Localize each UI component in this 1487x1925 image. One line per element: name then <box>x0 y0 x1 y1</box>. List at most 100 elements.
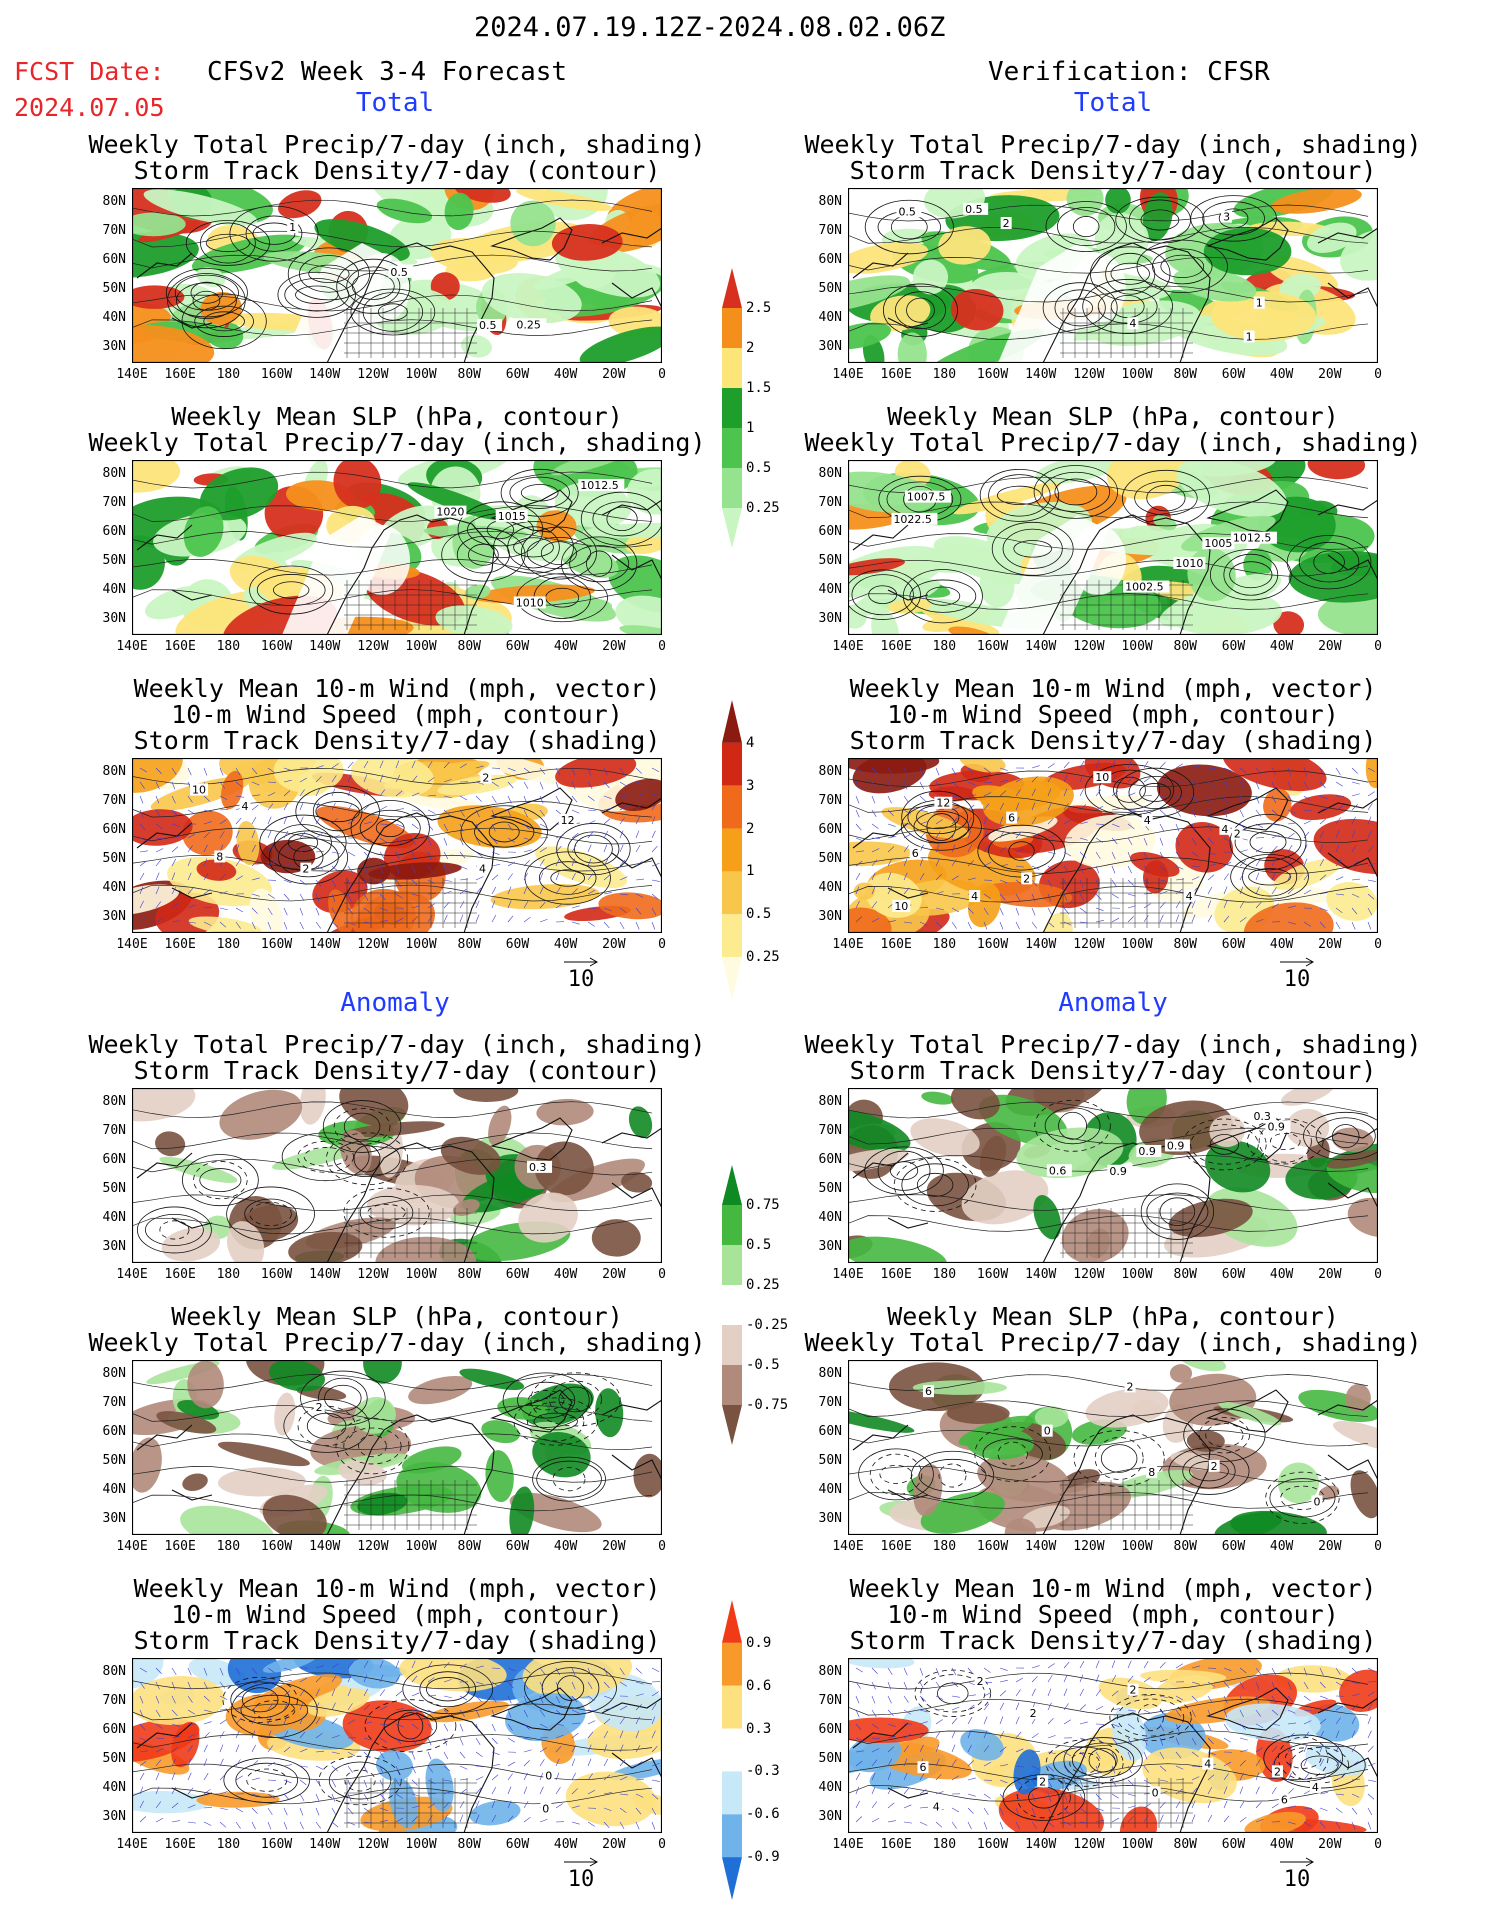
lon-label: 60W <box>1221 639 1246 654</box>
contour-label: 1 <box>287 221 299 234</box>
lon-label: 40W <box>553 1267 578 1282</box>
lat-label: 40N <box>102 1482 126 1497</box>
lat-label: 30N <box>818 339 842 354</box>
contour-label: 0.5 <box>896 205 922 218</box>
lon-label: 20W <box>1318 1539 1342 1554</box>
lon-label: 160E <box>164 367 196 382</box>
svg-text:0.5: 0.5 <box>479 319 497 332</box>
lat-label: 50N <box>818 851 842 866</box>
lon-label: 160E <box>880 1837 912 1852</box>
lon-label: 40W <box>553 367 578 382</box>
fc-wind-total-title-line: Weekly Mean 10-m Wind (mph, vector) <box>133 674 661 703</box>
lon-label: 140W <box>1025 1267 1057 1282</box>
colorbar-label: -0.6 <box>746 1806 780 1823</box>
lon-label: 60W <box>1221 1267 1246 1282</box>
lon-label: 120W <box>357 937 389 952</box>
lat-label: 80N <box>102 466 126 481</box>
lon-label: 140E <box>116 639 148 654</box>
vf-wind-total-title-line: Storm Track Density/7-day (shading) <box>849 726 1377 755</box>
colorbar-label: 0.5 <box>746 1237 772 1253</box>
contour-label: 0.3 <box>527 1160 553 1174</box>
svg-text:1007.5: 1007.5 <box>907 491 946 504</box>
lon-label: 160E <box>880 639 912 654</box>
contour-label: 0.5 <box>963 202 989 216</box>
lat-label: 70N <box>818 1693 842 1708</box>
lon-label: 180 <box>932 937 957 952</box>
contour-label: 1022.5 <box>891 512 938 526</box>
lon-label: 160W <box>976 367 1009 382</box>
lat-label: 80N <box>818 466 842 481</box>
lat-label: 60N <box>102 822 126 837</box>
lon-label: 140W <box>309 1539 341 1554</box>
fc-slp-total-map: 1010 1012.5 1015 1020 <box>132 460 662 635</box>
svg-text:8: 8 <box>1148 1466 1155 1479</box>
contour-label: 0 <box>543 1769 555 1782</box>
lon-label: 180 <box>216 639 241 654</box>
lon-label: 20W <box>1318 367 1342 382</box>
contour-label: 2 <box>1021 872 1033 885</box>
svg-text:4: 4 <box>1312 1781 1319 1794</box>
svg-text:10: 10 <box>894 900 908 913</box>
lon-label: 160W <box>976 639 1009 654</box>
lon-label: 60W <box>1221 1837 1246 1852</box>
svg-text:1010: 1010 <box>516 596 544 609</box>
lon-label: 40W <box>1269 367 1294 382</box>
svg-text:4: 4 <box>479 863 486 876</box>
lon-label: 100W <box>405 1539 437 1554</box>
svg-text:10: 10 <box>192 784 206 797</box>
lon-label: 20W <box>1318 1837 1342 1852</box>
contour-label: 8 <box>1146 1466 1158 1479</box>
lon-label: 100W <box>1121 1837 1153 1852</box>
lon-label: 40W <box>1269 1837 1294 1852</box>
contour-label: 1010 <box>1173 557 1206 570</box>
fc-precip-anom-title-line: Storm Track Density/7-day (contour) <box>133 1056 661 1085</box>
lon-label: 0 <box>658 639 666 654</box>
vf-precip-total-map: 0.5 1 3 4 2 1 0.5 <box>848 188 1378 363</box>
lon-label: 0 <box>1374 639 1382 654</box>
lat-label: 60N <box>818 1722 842 1737</box>
contour-label: 8 <box>214 850 226 863</box>
svg-text:8: 8 <box>216 850 223 863</box>
contour-label: 2 <box>300 862 312 876</box>
contour-label: 0.6 <box>1046 1164 1072 1177</box>
contour-label: 1012.5 <box>1230 531 1277 545</box>
contour-label: 1005 <box>1202 537 1235 550</box>
svg-text:4: 4 <box>971 890 978 903</box>
contour-label: 2 <box>1127 1683 1139 1697</box>
lon-label: 100W <box>1121 937 1153 952</box>
lon-label: 100W <box>1121 639 1153 654</box>
lon-label: 40W <box>553 1837 578 1852</box>
lat-label: 50N <box>818 281 842 296</box>
fc-wind-anom-title-line: 10-m Wind Speed (mph, contour) <box>171 1600 623 1629</box>
lon-label: 40W <box>1269 639 1294 654</box>
lat-label: 70N <box>102 793 126 808</box>
lon-label: 20W <box>1318 937 1342 952</box>
lat-label: 70N <box>818 1123 842 1138</box>
vf-slp-anom-title-line: Weekly Mean SLP (hPa, contour) <box>887 1302 1339 1331</box>
lon-label: 180 <box>932 1539 957 1554</box>
contour-label: 4 <box>1202 1757 1214 1771</box>
lon-label: 140W <box>1025 1539 1057 1554</box>
svg-text:0: 0 <box>1044 1425 1051 1438</box>
colorbar-label: 2.5 <box>746 300 772 316</box>
svg-text:1010: 1010 <box>1175 557 1203 570</box>
vf-wind-anom-title-line: 10-m Wind Speed (mph, contour) <box>887 1600 1339 1629</box>
reference-vector-label: 10 <box>567 967 595 992</box>
colorbar-precip_anom <box>722 1165 742 1445</box>
contour-label: 12 <box>558 813 577 827</box>
contour-label: 0.9 <box>1265 1120 1291 1134</box>
colorbar-label: -0.75 <box>746 1397 789 1413</box>
colorbar-label: 3 <box>746 777 755 794</box>
contour-label: 1007.5 <box>904 490 951 504</box>
lon-label: 80W <box>1173 639 1197 654</box>
lon-label: 40W <box>1269 937 1294 952</box>
lon-label: 20W <box>602 937 626 952</box>
section-anomaly-left: Anomaly <box>340 988 450 1018</box>
lon-label: 140W <box>309 639 341 654</box>
lon-label: 80W <box>457 639 481 654</box>
lat-label: 30N <box>818 1239 842 1254</box>
svg-text:0.6: 0.6 <box>1049 1164 1067 1177</box>
lat-label: 80N <box>818 1366 842 1381</box>
lat-label: 50N <box>102 281 126 296</box>
